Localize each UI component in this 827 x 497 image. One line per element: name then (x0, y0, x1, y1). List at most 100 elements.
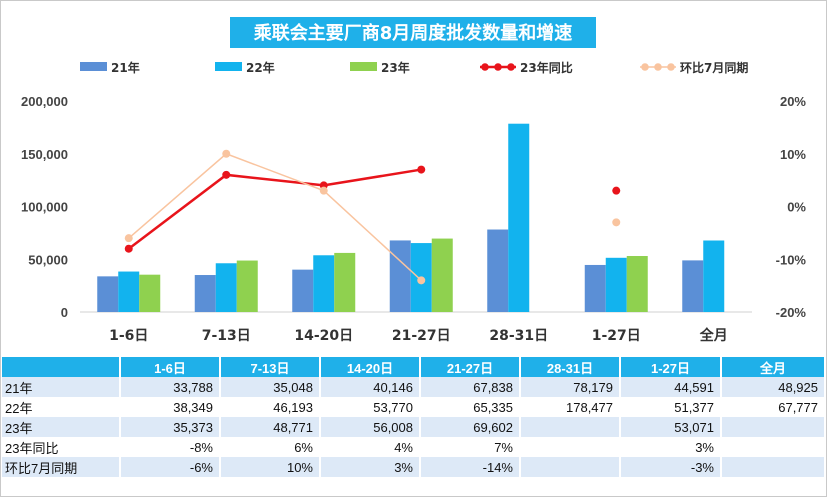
left-axis-tick-label: 100,000 (21, 200, 68, 215)
bar (389, 240, 411, 312)
right-axis-tick-label: -20% (776, 305, 807, 320)
bar (431, 238, 453, 312)
table-cell: 56,008 (320, 417, 421, 437)
table-row: 21年 33,788 35,048 40,146 67,838 78,179 4… (2, 377, 826, 397)
legend-label: 23年同比 (520, 60, 573, 75)
table-header-cell: 7-13日 (220, 357, 321, 377)
table-row: 23年同比 -8% 6% 4% 7% 3% (2, 437, 826, 457)
table-cell: 3% (320, 457, 421, 477)
series-line (127, 168, 422, 250)
table-cell: 48,925 (721, 377, 826, 397)
bar (97, 276, 119, 312)
table-cell: 78,179 (520, 377, 621, 397)
table-cell (721, 457, 826, 477)
left-axis: 0 50,000 100,000 150,000 200,000 (21, 94, 68, 320)
right-axis-tick-label: -10% (776, 252, 807, 267)
table-cell: 46,193 (220, 397, 321, 417)
bar (584, 264, 606, 312)
row-label: 21年 (2, 377, 121, 397)
bar (292, 269, 314, 312)
legend-swatch (350, 62, 377, 71)
table-cell: 4% (320, 437, 421, 457)
bar (508, 123, 530, 313)
table-cell (520, 437, 621, 457)
table-cell: 3% (620, 437, 722, 457)
table-cell: 35,373 (120, 417, 221, 437)
x-axis-categories: 1-6日 7-13日 14-20日 21-27日 28-31日 1-27日 全月 (109, 327, 728, 344)
bar (626, 256, 648, 312)
table-cell: -14% (420, 457, 521, 477)
line-series (124, 149, 621, 285)
bar (487, 229, 509, 312)
table-cell (520, 457, 621, 477)
legend-label: 环比7月同期 (680, 60, 748, 75)
x-axis-category-label: 全月 (699, 327, 728, 344)
table-cell: 67,838 (420, 377, 521, 397)
bar (703, 240, 725, 312)
legend-swatch-marker (494, 63, 502, 71)
legend-swatch-marker (667, 63, 675, 71)
left-axis-tick-label: 50,000 (28, 252, 68, 267)
table-header-corner (2, 357, 121, 377)
table-row: 23年 35,373 48,771 56,008 69,602 53,071 (2, 417, 826, 437)
table-cell: 6% (220, 437, 321, 457)
table-cell: 53,770 (320, 397, 421, 417)
table-cell (520, 417, 621, 437)
table-header-cell: 14-20日 (320, 357, 421, 377)
x-axis-category-label: 1-6日 (109, 328, 148, 344)
table-cell: 67,777 (721, 397, 826, 417)
table-cell (721, 417, 826, 437)
bar (215, 263, 237, 312)
bar (682, 260, 704, 312)
table-cell: 33,788 (120, 377, 221, 397)
table-cell: -3% (620, 457, 722, 477)
legend-label: 22年 (246, 60, 275, 75)
line-marker (417, 165, 426, 174)
legend-swatch (80, 62, 107, 71)
data-table: 1-6日 7-13日 14-20日 21-27日 28-31日 1-27日 全月… (2, 357, 826, 477)
line-marker (124, 234, 133, 243)
line-marker (124, 244, 133, 253)
legend-label: 23年 (381, 60, 410, 75)
table-cell (721, 437, 826, 457)
legend-swatch-marker (481, 63, 489, 71)
chart-legend: 21年 22年 23年 23年同比 环比7月同期 (80, 60, 748, 75)
chart-title: 乘联会主要厂商8月周度批发数量和增速 (253, 22, 573, 44)
bar (139, 274, 161, 312)
left-axis-tick-label: 200,000 (21, 94, 68, 109)
line-marker (222, 170, 231, 179)
right-axis-tick-label: 20% (780, 94, 806, 109)
row-label: 环比7月同期 (2, 457, 121, 477)
table-cell: -6% (120, 457, 221, 477)
line-marker (612, 186, 621, 195)
row-label: 23年 (2, 417, 121, 437)
row-label: 22年 (2, 397, 121, 417)
table-cell: -8% (120, 437, 221, 457)
table-row: 22年 38,349 46,193 53,770 65,335 178,477 … (2, 397, 826, 417)
table-header-cell: 28-31日 (520, 357, 621, 377)
table-cell: 7% (420, 437, 521, 457)
table-cell: 53,071 (620, 417, 722, 437)
table-cell: 65,335 (420, 397, 521, 417)
table-cell: 178,477 (520, 397, 621, 417)
bar (236, 260, 258, 312)
right-axis-tick-label: 10% (780, 147, 806, 162)
x-axis-category-label: 1-27日 (592, 328, 641, 344)
bar (313, 255, 335, 312)
bar (194, 275, 216, 312)
bar (118, 271, 140, 312)
right-axis-tick-label: 0% (787, 200, 806, 215)
line-marker (417, 276, 426, 285)
line-marker (612, 218, 621, 227)
right-axis: -20% -10% 0% 10% 20% (776, 94, 807, 320)
legend-swatch-marker (654, 63, 662, 71)
bar (334, 252, 356, 312)
series-line (128, 152, 422, 281)
table-header-cell: 1-6日 (120, 357, 221, 377)
left-axis-tick-label: 150,000 (21, 147, 68, 162)
legend-swatch-marker (641, 63, 649, 71)
table-cell: 51,377 (620, 397, 722, 417)
row-label: 23年同比 (2, 437, 121, 457)
left-axis-tick-label: 0 (61, 305, 68, 320)
x-axis-category-label: 14-20日 (294, 328, 353, 344)
